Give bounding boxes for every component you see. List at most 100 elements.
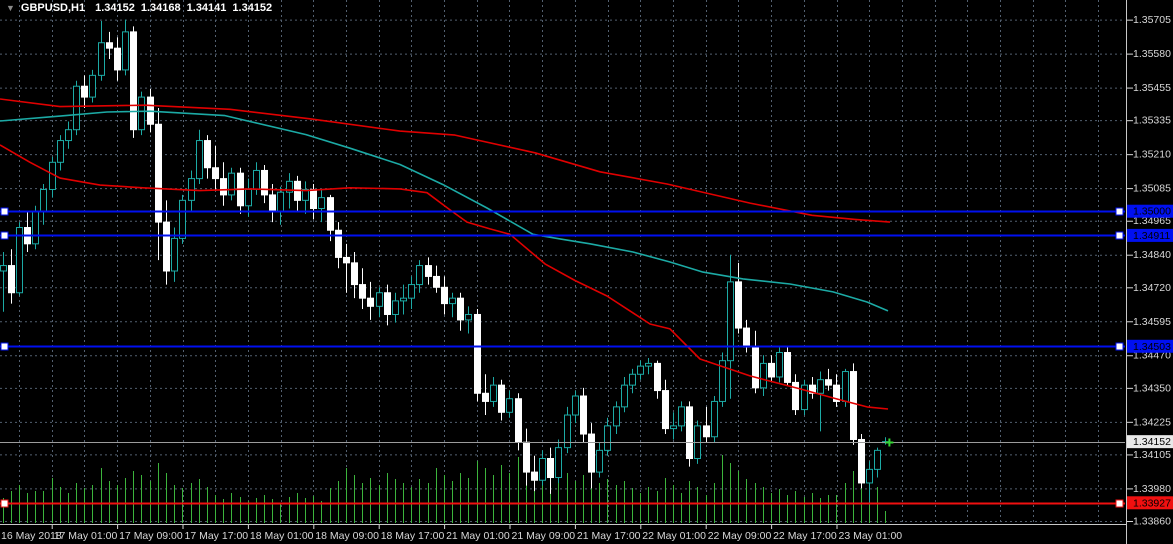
candle-bullish [719, 360, 726, 402]
candle-bearish [825, 379, 832, 386]
candle-bearish [457, 297, 464, 321]
symbol-dropdown-icon[interactable]: ▼ [6, 3, 15, 13]
time-label: 21 May 09:00 [512, 530, 576, 542]
candle-bearish [482, 392, 489, 402]
price-tick-label: 1.34105 [1133, 449, 1171, 461]
candle-bearish [351, 262, 358, 286]
hline-end-marker[interactable] [1115, 207, 1124, 216]
hline-end-marker[interactable] [0, 342, 9, 351]
candle-bullish [621, 384, 628, 408]
hline-end-marker[interactable] [0, 207, 9, 216]
fast-ma-line [0, 144, 889, 410]
candle-bearish [212, 167, 219, 180]
candle-bearish [155, 123, 162, 223]
price-tick-label: 1.34595 [1133, 316, 1171, 328]
candle-bearish [433, 275, 440, 288]
candle-bullish [449, 297, 456, 305]
candle-bearish [359, 284, 366, 299]
time-label: 22 May 17:00 [773, 530, 837, 542]
candle-bearish [384, 292, 391, 315]
price-tick-label: 1.34965 [1133, 215, 1171, 227]
candle-bearish [498, 384, 505, 413]
candle-bearish [703, 425, 710, 438]
candle-bearish [809, 384, 816, 394]
candle-bullish [57, 140, 64, 163]
price-tick-label: 1.34350 [1133, 382, 1171, 394]
candle-bullish [376, 292, 383, 307]
candle-bullish [228, 172, 235, 196]
hline-end-marker[interactable] [1115, 499, 1124, 508]
time-label: 18 May 09:00 [315, 530, 379, 542]
current-price-badge [1127, 435, 1173, 449]
candle-bullish [286, 180, 293, 193]
candle-bullish [171, 237, 178, 272]
candle-bearish [515, 398, 522, 443]
candle-bearish [743, 327, 750, 348]
slow-ma-line [0, 98, 891, 223]
candle-bearish [425, 265, 432, 277]
chart-header: ▼ GBPUSD,H1 1.34152 1.34168 1.34141 1.34… [6, 2, 278, 14]
candle-bullish [760, 362, 767, 389]
candle-bearish [474, 313, 481, 394]
candle-bearish [327, 197, 334, 231]
time-label: 17 May 17:00 [185, 530, 249, 542]
price-level-badge [1127, 339, 1173, 353]
candle-bullish [678, 406, 685, 427]
candle-bearish [220, 178, 227, 196]
candle-bearish [580, 395, 587, 435]
candle-bearish [858, 438, 865, 484]
time-label: 17 May 01:00 [54, 530, 118, 542]
candle-bearish [850, 371, 857, 440]
time-label: 17 May 09:00 [119, 530, 183, 542]
price-level-badge [1127, 496, 1173, 510]
candle-bullish [727, 281, 734, 362]
ohlc-low-value: 1.34141 [186, 2, 227, 14]
hline-end-marker[interactable] [1115, 231, 1124, 240]
candle-bearish [784, 352, 791, 383]
mid-ma-line [0, 110, 889, 312]
candle-bearish [204, 140, 211, 169]
price-tick-label: 1.35455 [1133, 82, 1171, 94]
candle-bearish [547, 458, 554, 479]
candle-bullish [842, 371, 849, 402]
ohlc-close-value: 1.34152 [232, 2, 273, 14]
candle-bearish [130, 31, 137, 131]
candle-bullish [572, 395, 579, 416]
candle-bullish [122, 31, 129, 71]
hline-end-marker[interactable] [1115, 342, 1124, 351]
candle-bullish [817, 379, 824, 394]
candle-bearish [662, 390, 669, 430]
price-tick-label: 1.35335 [1133, 115, 1171, 127]
candle-bullish [40, 188, 47, 212]
candle-bullish [408, 284, 415, 299]
candle-bullish [98, 42, 105, 76]
price-tick-label: 1.33860 [1133, 516, 1171, 528]
candle-bullish [637, 365, 644, 375]
price-level-badge-label: 1.34503 [1133, 341, 1171, 353]
candle-bearish [8, 265, 15, 294]
candle-bullish [866, 468, 873, 484]
candle-bullish [65, 129, 72, 142]
current-price-badge-label: 1.34152 [1133, 436, 1171, 448]
candle-bearish [261, 169, 268, 196]
candle-bullish [392, 300, 399, 315]
price-level-badge-label: 1.34911 [1133, 230, 1170, 242]
candle-bullish [645, 362, 652, 367]
candle-bearish [106, 42, 113, 49]
time-label: 18 May 17:00 [381, 530, 445, 542]
candle-bullish [73, 85, 80, 131]
candle-bullish [0, 265, 7, 272]
candle-bullish [302, 188, 309, 201]
hline-end-marker[interactable] [0, 231, 9, 240]
hline-end-marker[interactable] [0, 499, 9, 508]
candle-bearish [343, 256, 350, 264]
price-level-badge-label: 1.35000 [1133, 206, 1171, 218]
candle-bullish [277, 191, 284, 212]
candle-bullish [490, 384, 497, 402]
candle-bullish [539, 458, 546, 481]
candle-bullish [196, 140, 203, 180]
time-label: 18 May 01:00 [250, 530, 314, 542]
price-tick-label: 1.34720 [1133, 282, 1171, 294]
